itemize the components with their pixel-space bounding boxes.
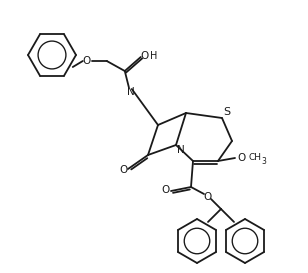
Text: O: O bbox=[141, 51, 149, 61]
Text: H: H bbox=[150, 51, 157, 61]
Text: N: N bbox=[127, 87, 135, 97]
Text: S: S bbox=[223, 107, 231, 117]
Text: CH: CH bbox=[249, 153, 261, 162]
Text: 3: 3 bbox=[261, 156, 266, 165]
Text: O: O bbox=[119, 165, 127, 175]
Text: O: O bbox=[83, 56, 91, 66]
Text: O: O bbox=[238, 153, 246, 163]
Text: O: O bbox=[162, 185, 170, 195]
Text: N: N bbox=[177, 145, 185, 155]
Text: O: O bbox=[203, 192, 211, 202]
